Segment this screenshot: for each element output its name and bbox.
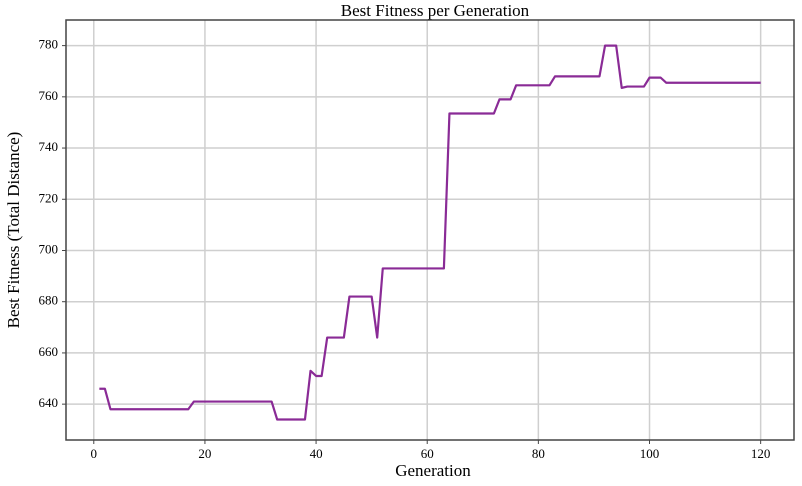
chart-title: Best Fitness per Generation — [341, 1, 530, 20]
y-tick-label: 740 — [39, 139, 59, 154]
y-tick-label: 780 — [39, 37, 59, 52]
x-tick-label: 0 — [91, 446, 98, 461]
x-axis-label: Generation — [395, 461, 471, 480]
y-tick-label: 700 — [39, 241, 59, 256]
y-tick-label: 680 — [39, 293, 59, 308]
plot-frame — [65, 19, 795, 441]
data-line — [99, 44, 761, 421]
x-tick-label: 80 — [532, 446, 545, 461]
y-tick-label: 640 — [39, 395, 59, 410]
y-tick-label: 720 — [39, 190, 59, 205]
y-tick-label: 760 — [39, 88, 59, 103]
x-tick-label: 60 — [421, 446, 434, 461]
x-tick-label: 20 — [198, 446, 211, 461]
x-tick-label: 120 — [751, 446, 771, 461]
y-tick-label: 660 — [39, 344, 59, 359]
x-tick-label: 100 — [640, 446, 660, 461]
x-tick-label: 40 — [310, 446, 323, 461]
y-axis-label: Best Fitness (Total Distance) — [4, 132, 23, 329]
